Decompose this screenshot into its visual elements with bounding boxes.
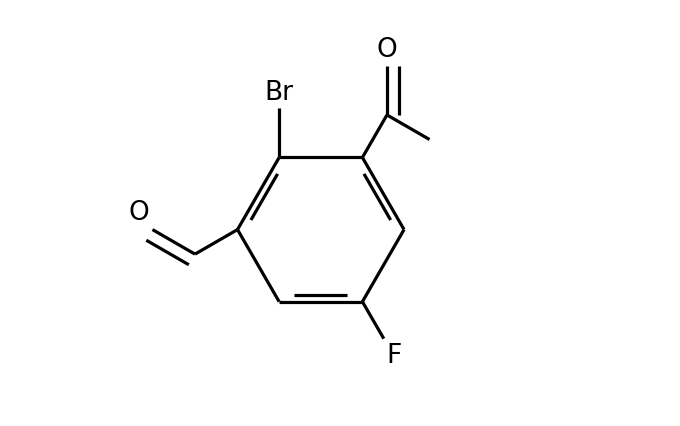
Text: O: O <box>129 200 149 226</box>
Text: F: F <box>386 342 401 368</box>
Text: Br: Br <box>265 80 294 106</box>
Text: O: O <box>377 37 397 63</box>
